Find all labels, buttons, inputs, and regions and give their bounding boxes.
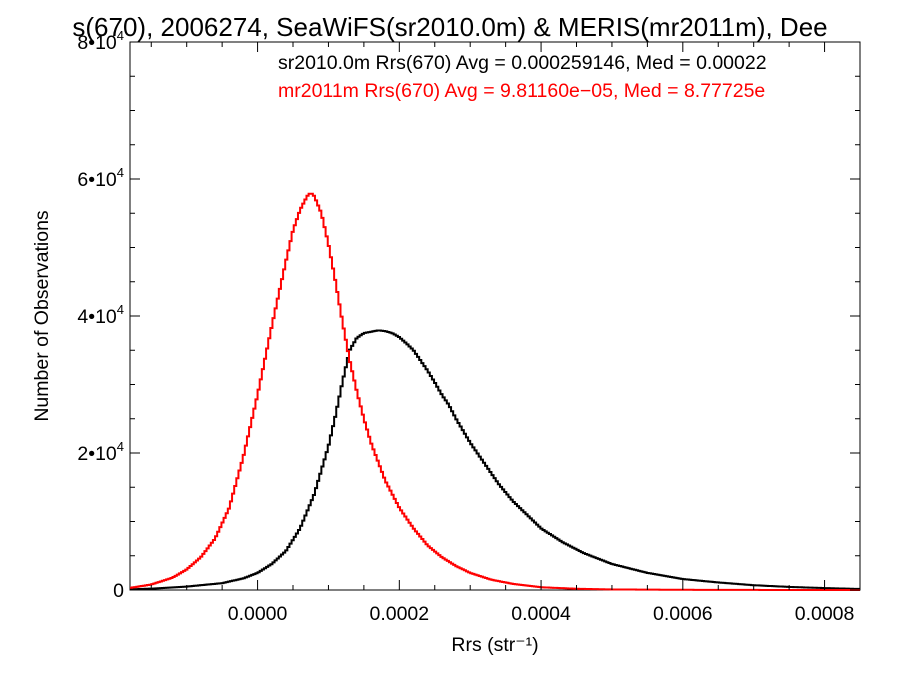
x-tick-label: 0.0000: [228, 603, 288, 625]
annotation-mr2011: mr2011m Rrs(670) Avg = 9.81160e−05, Med …: [278, 80, 765, 102]
y-tick-label: 4•104: [77, 302, 124, 328]
series-layer: [130, 192, 861, 591]
y-tick-label: 0: [113, 580, 124, 602]
x-tick-label: 0.0004: [511, 603, 571, 625]
y-axis-label: Number of Observations: [31, 210, 53, 422]
series-line-mr2011m: [130, 192, 860, 591]
ticks-layer: 0.0000 0.0002 0.0004 0.0006 0.0008 0 2•104 4•10…: [77, 28, 860, 625]
y-tick-label: 8•104: [77, 28, 124, 54]
annotation-sr2010: sr2010.0m Rrs(670) Avg = 0.000259146, Me…: [278, 52, 767, 74]
x-axis-label: Rrs (str⁻¹): [451, 634, 538, 656]
y-tick-label: 6•104: [77, 165, 124, 191]
chart-title: s(670), 2006274, SeaWiFS(sr2010.0m) & ME…: [72, 12, 827, 42]
y-tick-label: 2•104: [77, 439, 124, 465]
x-tick-label: 0.0008: [795, 603, 855, 625]
series-line-sr2010.0m: [130, 329, 861, 591]
x-tick-label: 0.0002: [369, 603, 429, 625]
x-tick-label: 0.0006: [653, 603, 713, 625]
plot-frame: [129, 41, 861, 591]
